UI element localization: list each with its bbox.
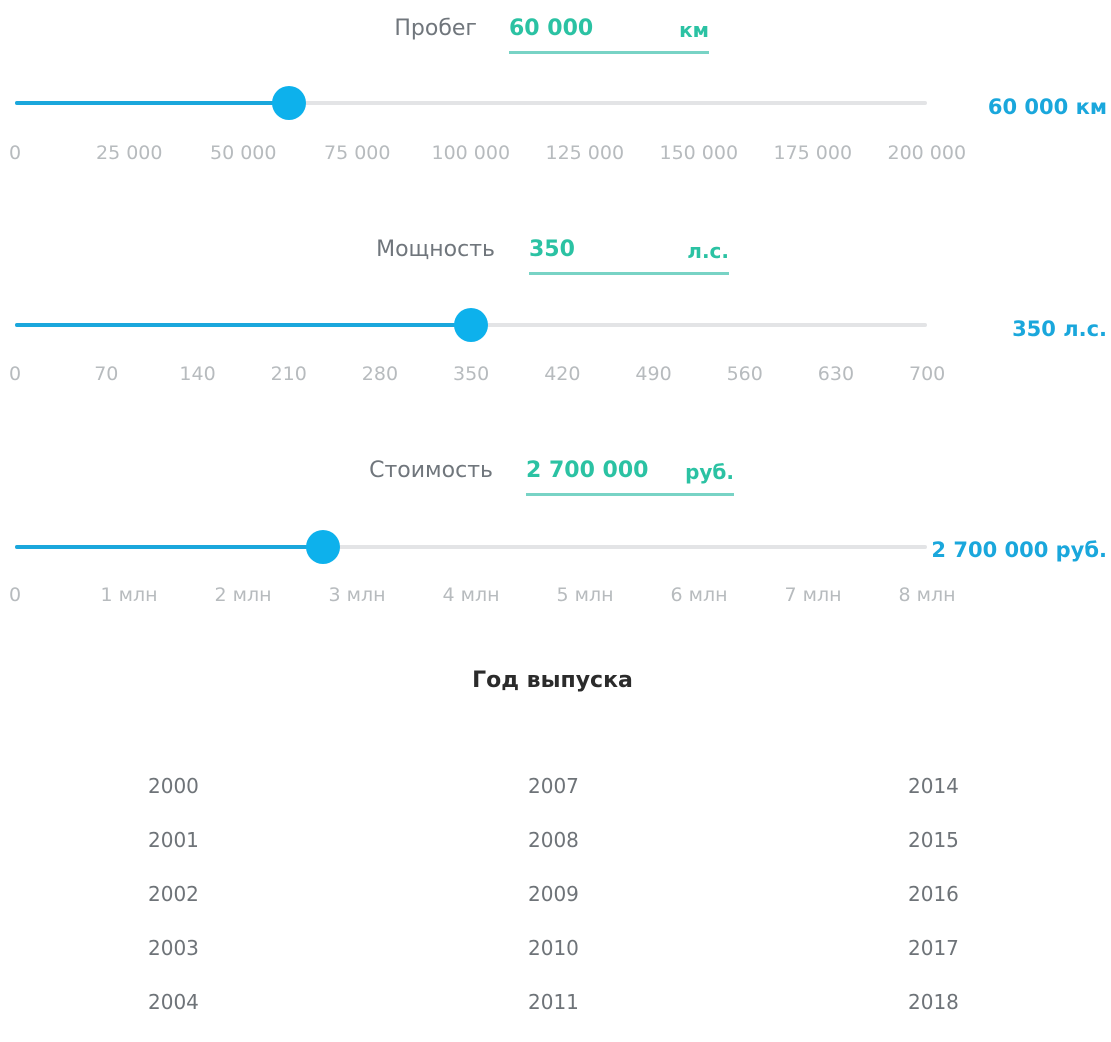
power-label: Мощность: [376, 237, 495, 262]
year-option[interactable]: 2001: [148, 828, 199, 852]
mileage-track[interactable]: [15, 86, 927, 120]
mileage-label: Пробег: [394, 16, 477, 41]
year-option[interactable]: 2009: [528, 882, 579, 906]
power-ticks: 0 70 140 210 280 350 420 490 560 630 700: [9, 363, 945, 387]
year-option[interactable]: 2000: [148, 774, 199, 798]
power-tick-label: 560: [726, 363, 763, 385]
price-tick-label: 4 млн: [442, 584, 500, 606]
mileage-tick-label: 50 000: [210, 142, 277, 164]
mileage-tick-label: 175 000: [773, 142, 853, 164]
power-current-value: 350 л.с.: [1012, 317, 1107, 341]
year-option[interactable]: 2014: [908, 774, 959, 798]
price-tick-label: 1 млн: [100, 584, 158, 606]
year-option[interactable]: 2018: [908, 990, 959, 1014]
mileage-tick-label: 200 000: [887, 142, 967, 164]
price-slider-block: Стоимость 2 700 000 руб. 2 700 000 руб. …: [0, 442, 1111, 662]
mileage-tick-label: 125 000: [545, 142, 625, 164]
price-tick-label: 3 млн: [328, 584, 386, 606]
year-column-1: 2000 2001 2002 2003 2004: [148, 772, 268, 1042]
year-option[interactable]: 2017: [908, 936, 959, 960]
mileage-tick-label: 75 000: [324, 142, 391, 164]
power-tick-label: 280: [361, 363, 399, 385]
year-title: Год выпуска: [472, 668, 633, 693]
year-option[interactable]: 2002: [148, 882, 199, 906]
power-tick-label: 140: [179, 363, 216, 385]
price-input[interactable]: 2 700 000 руб.: [526, 458, 734, 496]
mileage-tick-label: 25 000: [96, 142, 163, 164]
year-option[interactable]: 2004: [148, 990, 199, 1014]
power-tick-label: 210: [270, 363, 307, 385]
price-input-value[interactable]: 2 700 000: [526, 458, 649, 483]
price-track[interactable]: [15, 530, 927, 564]
price-tick-label: 5 млн: [556, 584, 614, 606]
year-option[interactable]: 2003: [148, 936, 199, 960]
power-input-value[interactable]: 350: [529, 237, 575, 262]
power-tick-label: 0: [9, 363, 22, 385]
power-tick-label: 490: [635, 363, 672, 385]
price-current-value: 2 700 000 руб.: [931, 538, 1107, 562]
price-ticks: 0 1 млн 2 млн 3 млн 4 млн 5 млн 6 млн 7 млн 8 мл…: [9, 584, 956, 608]
price-tick-label: 7 млн: [784, 584, 842, 606]
year-option[interactable]: 2016: [908, 882, 959, 906]
price-slider-thumb[interactable]: [305, 530, 340, 564]
power-input-unit: л.с.: [687, 239, 729, 263]
mileage-ticks: 0 25 000 50 000 75 000 100 000 125 000 150 000…: [9, 142, 966, 166]
price-label: Стоимость: [369, 458, 493, 483]
mileage-current-value: 60 000 км: [987, 95, 1107, 119]
power-track[interactable]: [15, 308, 927, 342]
year-column-3: 2014 2015 2016 2017 2018: [908, 772, 1028, 1042]
year-option[interactable]: 2007: [528, 774, 579, 798]
power-input[interactable]: 350 л.с.: [529, 237, 729, 275]
year-option[interactable]: 2015: [908, 828, 959, 852]
power-tick-label: 700: [909, 363, 946, 385]
power-tick-label: 70: [94, 363, 119, 385]
mileage-slider-block: Пробег 60 000 км 60 000 км 0 25 000 50 000…: [0, 0, 1111, 220]
price-track-fill: [15, 545, 323, 549]
mileage-track-fill: [15, 101, 289, 105]
price-input-unit: руб.: [685, 460, 734, 484]
year-column-2: 2007 2008 2009 2010 2011: [528, 772, 648, 1042]
mileage-tick-label: 100 000: [431, 142, 511, 164]
year-option[interactable]: 2010: [528, 936, 579, 960]
mileage-input-unit: км: [679, 18, 709, 42]
price-tick-label: 8 млн: [898, 584, 956, 606]
mileage-tick-label: 150 000: [659, 142, 739, 164]
mileage-slider-thumb[interactable]: [271, 86, 306, 120]
power-tick-label: 630: [817, 363, 855, 385]
power-tick-label: 420: [544, 363, 581, 385]
price-tick-label: 2 млн: [214, 584, 272, 606]
power-track-fill: [15, 323, 471, 327]
year-option[interactable]: 2008: [528, 828, 579, 852]
mileage-tick-label: 0: [9, 142, 22, 164]
power-slider-block: Мощность 350 л.с. 350 л.с. 0 70 140 210 280 3…: [0, 221, 1111, 441]
mileage-input[interactable]: 60 000 км: [509, 16, 709, 54]
price-tick-label: 6 млн: [670, 584, 728, 606]
power-tick-label: 350: [453, 363, 490, 385]
price-tick-label: 0: [9, 584, 22, 606]
year-option[interactable]: 2011: [528, 990, 579, 1014]
power-slider-thumb[interactable]: [454, 308, 488, 342]
mileage-input-value[interactable]: 60 000: [509, 16, 594, 41]
